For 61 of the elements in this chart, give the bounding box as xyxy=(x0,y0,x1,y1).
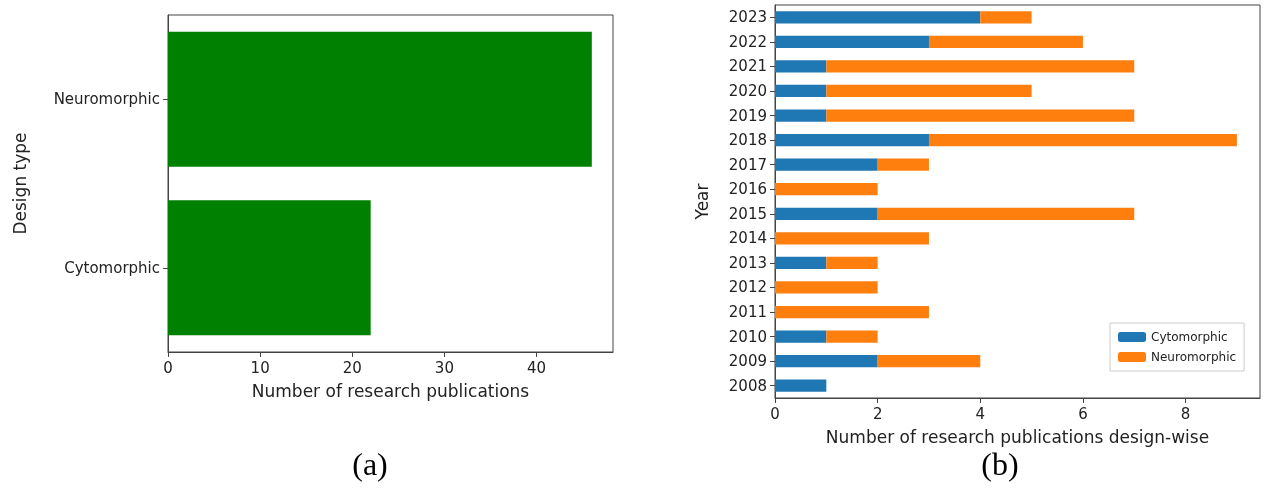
bar xyxy=(775,330,827,343)
y-tick-label: 2019 xyxy=(728,106,767,125)
x-tick-label: 4 xyxy=(975,404,986,423)
x-axis-title: Number of research publications design-wise xyxy=(825,426,1210,447)
bar xyxy=(775,379,827,392)
y-tick-label: 2018 xyxy=(728,131,767,150)
bar xyxy=(826,256,878,270)
bar xyxy=(775,207,878,220)
y-tick-label: 2021 xyxy=(728,57,767,76)
y-tick-label: 2022 xyxy=(728,32,767,51)
legend-label: Neuromorphic xyxy=(1151,350,1237,364)
x-tick-label: 20 xyxy=(342,358,362,377)
bar xyxy=(775,35,929,48)
bar xyxy=(928,35,1083,48)
bar xyxy=(826,109,1135,122)
y-axis-title: Year xyxy=(691,183,712,221)
text: (b) xyxy=(981,446,1019,482)
x-tick-label: 30 xyxy=(434,358,454,377)
y-tick-label: 2012 xyxy=(728,278,767,297)
x-tick-label: 0 xyxy=(770,404,780,423)
bar xyxy=(980,11,1032,24)
y-tick-label: 2023 xyxy=(728,8,767,27)
y-tick-label: 2011 xyxy=(728,303,767,322)
bar xyxy=(928,133,1237,147)
y-tick-label: 2016 xyxy=(728,180,767,199)
y-axis-title: Design type xyxy=(9,132,30,235)
x-tick-label: 6 xyxy=(1078,404,1088,423)
bar xyxy=(826,84,1032,98)
bar xyxy=(877,355,981,368)
bar xyxy=(775,60,827,73)
y-tick-label: 2017 xyxy=(728,155,767,174)
bar xyxy=(775,232,929,245)
y-tick-label: 2015 xyxy=(728,204,767,223)
y-tick-label: 2014 xyxy=(728,229,767,248)
x-tick-label: 10 xyxy=(250,358,270,377)
bar xyxy=(877,207,1135,220)
bar xyxy=(775,281,878,294)
bar xyxy=(775,158,878,171)
bar xyxy=(775,355,878,368)
bar xyxy=(877,158,929,171)
x-tick-label: 0 xyxy=(163,358,173,377)
text: (a) xyxy=(352,446,388,482)
bar xyxy=(775,11,981,24)
bar xyxy=(775,133,929,147)
y-tick-label: 2008 xyxy=(728,376,767,395)
bar xyxy=(775,305,929,319)
bar xyxy=(826,60,1135,73)
x-tick-label: 8 xyxy=(1180,404,1191,423)
bar xyxy=(775,183,878,196)
x-tick-label: 40 xyxy=(526,358,547,377)
x-tick-label: 2 xyxy=(872,404,883,423)
bar xyxy=(775,84,827,98)
legend-label: Cytomorphic xyxy=(1151,330,1228,344)
y-tick-label: 2010 xyxy=(728,327,767,346)
bar xyxy=(775,256,827,270)
y-tick-label: 2020 xyxy=(728,81,767,100)
y-tick-label: 2009 xyxy=(728,352,767,371)
x-axis-title: Number of research publications xyxy=(251,380,530,401)
bar xyxy=(775,109,827,122)
y-tick-label: 2013 xyxy=(728,253,767,272)
bar xyxy=(826,330,878,343)
